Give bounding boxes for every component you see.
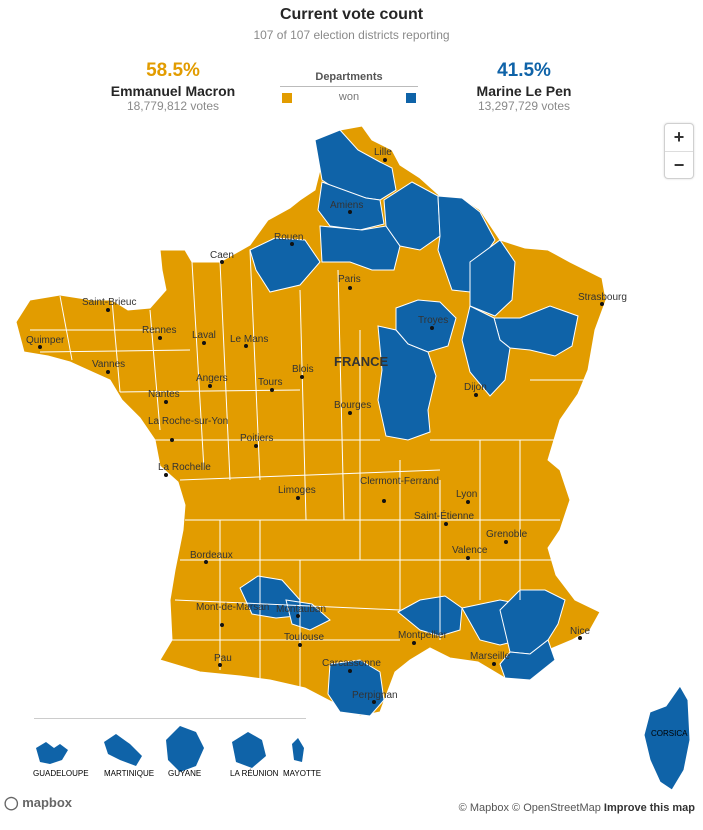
candidate-lepen: 41.5% Marine Le Pen 13,297,729 votes	[439, 60, 609, 113]
city-label: Rennes	[142, 325, 176, 336]
city-label: Rouen	[274, 232, 303, 243]
city-label: Dijon	[464, 382, 487, 393]
zoom-in-button[interactable]: +	[673, 127, 685, 147]
map-attribution: © Mapbox © OpenStreetMap Improve this ma…	[459, 802, 695, 814]
city-label: Paris	[338, 274, 361, 285]
mapbox-logo[interactable]: ◯ mapbox	[4, 795, 72, 811]
city-label: Clermont-Ferrand	[360, 476, 439, 487]
reunion-shape	[232, 732, 266, 768]
legend: Departments won	[280, 71, 418, 105]
city-label: Nantes	[148, 389, 180, 400]
city-label: Quimper	[26, 335, 65, 346]
overseas-label: MAYOTTE	[283, 769, 321, 778]
city-label: Lille	[374, 147, 392, 158]
city-label: La Roche-sur-Yon	[148, 416, 228, 427]
candidate-macron: 58.5% Emmanuel Macron 18,779,812 votes	[88, 60, 258, 113]
macron-votes: 18,779,812 votes	[126, 99, 220, 113]
country-label: FRANCE	[334, 354, 388, 369]
city-label: Angers	[196, 373, 228, 384]
guyane-shape	[166, 726, 204, 772]
overseas-labels: GUADELOUPE MARTINIQUE GUYANE LA RÉUNION …	[33, 769, 321, 778]
lepen-departments	[239, 129, 579, 717]
corsica[interactable]	[643, 685, 691, 791]
overseas-label: LA RÉUNION	[230, 769, 279, 778]
legend-divider	[280, 86, 418, 87]
overseas-insets	[36, 726, 304, 772]
department-borders	[30, 249, 600, 690]
city-label: Montpellier	[398, 630, 448, 641]
city-label: Pau	[214, 653, 232, 664]
city-label: Grenoble	[486, 529, 528, 540]
lepen-votes: 13,297,729 votes	[477, 99, 571, 113]
city-label: Caen	[210, 250, 234, 261]
legend-won-label: won	[338, 91, 360, 103]
city-label: Saint-Étienne	[414, 509, 474, 522]
page-subtitle: 107 of 107 election districts reporting	[253, 28, 450, 42]
city-label: Valence	[452, 545, 488, 556]
legend-swatch-lepen	[406, 93, 416, 103]
city-label: Le Mans	[230, 334, 268, 345]
city-label: Nice	[570, 626, 590, 637]
city-label: Tours	[258, 377, 282, 388]
city-labels: Lille Amiens Rouen Caen Paris Saint-Brie…	[26, 147, 627, 701]
corsica-label: CORSICA	[651, 729, 688, 738]
city-label: Poitiers	[240, 433, 273, 444]
mapbox-logo-text: mapbox	[22, 795, 73, 810]
mayotte-shape	[292, 738, 304, 762]
city-label: Toulouse	[284, 632, 324, 643]
city-label: Blois	[292, 364, 314, 375]
city-label: Strasbourg	[578, 292, 627, 303]
city-label: La Rochelle	[158, 462, 211, 473]
city-label: Perpignan	[352, 690, 398, 701]
zoom-out-button[interactable]: −	[665, 151, 693, 179]
city-label: Mont-de-Marsan	[196, 602, 269, 613]
france-map[interactable]: Lille Amiens Rouen Caen Paris Saint-Brie…	[0, 120, 703, 830]
city-label: Vannes	[92, 359, 125, 370]
city-label: Marseille	[470, 651, 510, 662]
city-label: Lyon	[456, 489, 477, 500]
city-label: Carcassonne	[322, 658, 381, 669]
mapbox-link[interactable]: © Mapbox	[458, 802, 509, 814]
lepen-percent: 41.5%	[497, 60, 551, 81]
martinique-shape	[104, 734, 142, 766]
lepen-name: Marine Le Pen	[476, 83, 572, 99]
city-label: Saint-Brieuc	[82, 297, 136, 308]
macron-percent: 58.5%	[146, 60, 200, 81]
zoom-control[interactable]: + −	[664, 123, 694, 179]
legend-swatch-macron	[282, 93, 292, 103]
city-label: Bordeaux	[190, 550, 233, 561]
city-label: Limoges	[278, 485, 316, 496]
city-label: Troyes	[418, 315, 448, 326]
overseas-label: GUYANE	[168, 769, 201, 778]
city-label: Laval	[192, 330, 216, 341]
page-title: Current vote count	[279, 6, 424, 23]
mapbox-logo-icon: ◯	[4, 795, 19, 810]
improve-map-link[interactable]: Improve this map	[603, 802, 695, 814]
inset-divider	[34, 718, 306, 719]
legend-title: Departments	[315, 71, 383, 83]
overseas-label: GUADELOUPE	[33, 769, 89, 778]
macron-name: Emmanuel Macron	[110, 83, 236, 99]
overseas-label: MARTINIQUE	[104, 769, 154, 778]
city-label: Montauban	[276, 604, 326, 615]
guadeloupe-shape	[36, 742, 68, 764]
city-dots	[38, 158, 604, 704]
city-label: Bourges	[334, 400, 371, 411]
osm-link[interactable]: © OpenStreetMap	[512, 802, 601, 814]
city-label: Amiens	[330, 200, 363, 211]
